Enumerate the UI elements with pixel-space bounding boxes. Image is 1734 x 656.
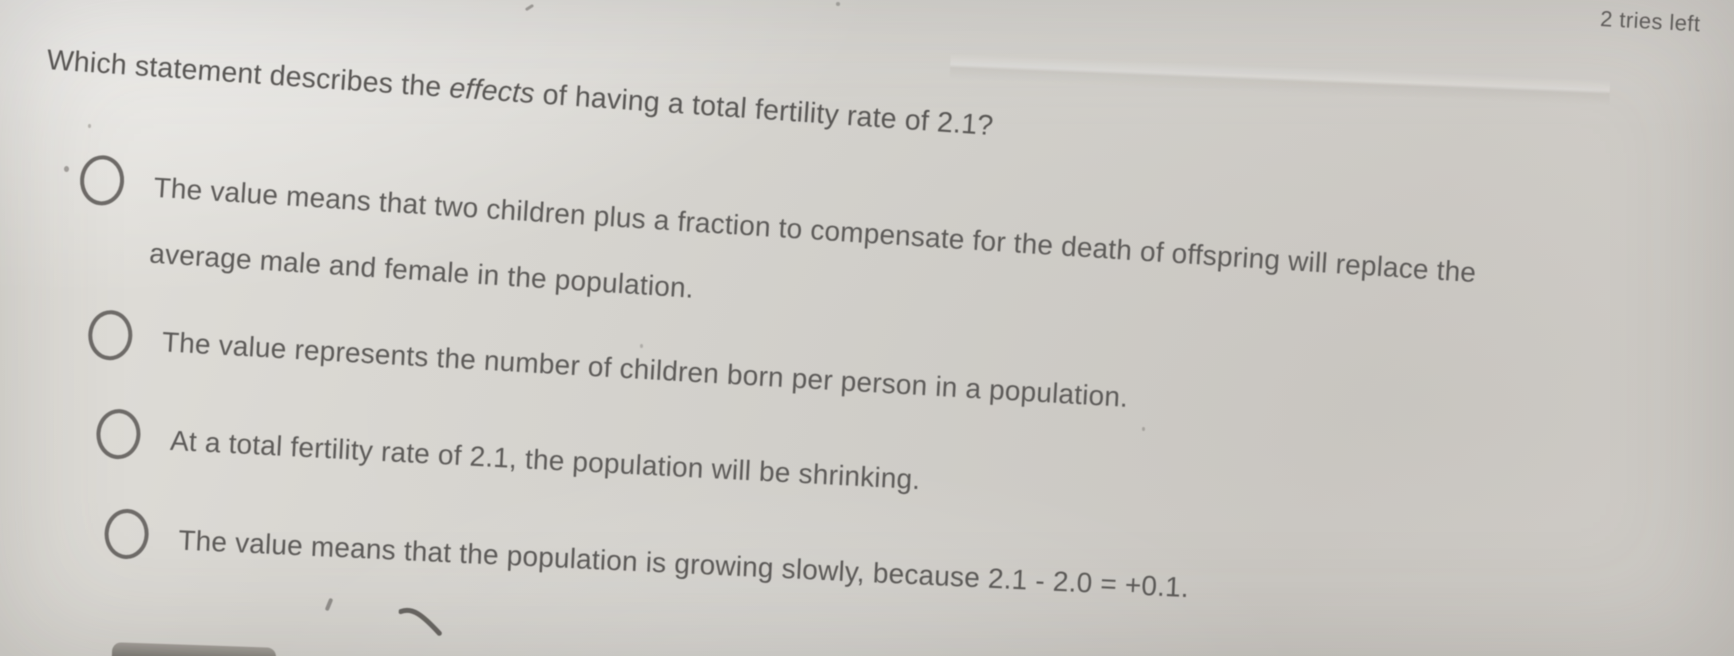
radio-button-icon[interactable] [78,153,126,207]
screen-edge-glare [949,52,1611,106]
photo-speck [640,344,643,348]
photo-speck [836,2,840,6]
pen-stroke-mark [398,607,442,636]
photo-speck [88,124,91,128]
radio-button-icon[interactable] [95,407,142,461]
question-prefix: Which statement describes the [45,44,451,105]
answer-option-3[interactable]: At a total fertility rate of 2.1, the po… [95,404,922,513]
photo-speck [524,3,535,12]
photo-speck [324,597,334,612]
photo-speck [64,166,69,172]
bottom-button-fragment[interactable] [111,642,277,656]
radio-button-icon[interactable] [103,507,150,561]
question-emphasis: effects [448,72,536,111]
question-text: Which statement describes the effects of… [46,44,995,143]
tries-left-badge: 2 tries left [1599,6,1702,37]
radio-button-icon[interactable] [86,308,134,362]
question-suffix: of having a total fertility rate of 2.1? [533,78,995,143]
photo-speck [1142,427,1145,431]
option-label: At a total fertility rate of 2.1, the po… [169,424,922,496]
answer-option-4[interactable]: The value means that the population is g… [103,504,1191,621]
